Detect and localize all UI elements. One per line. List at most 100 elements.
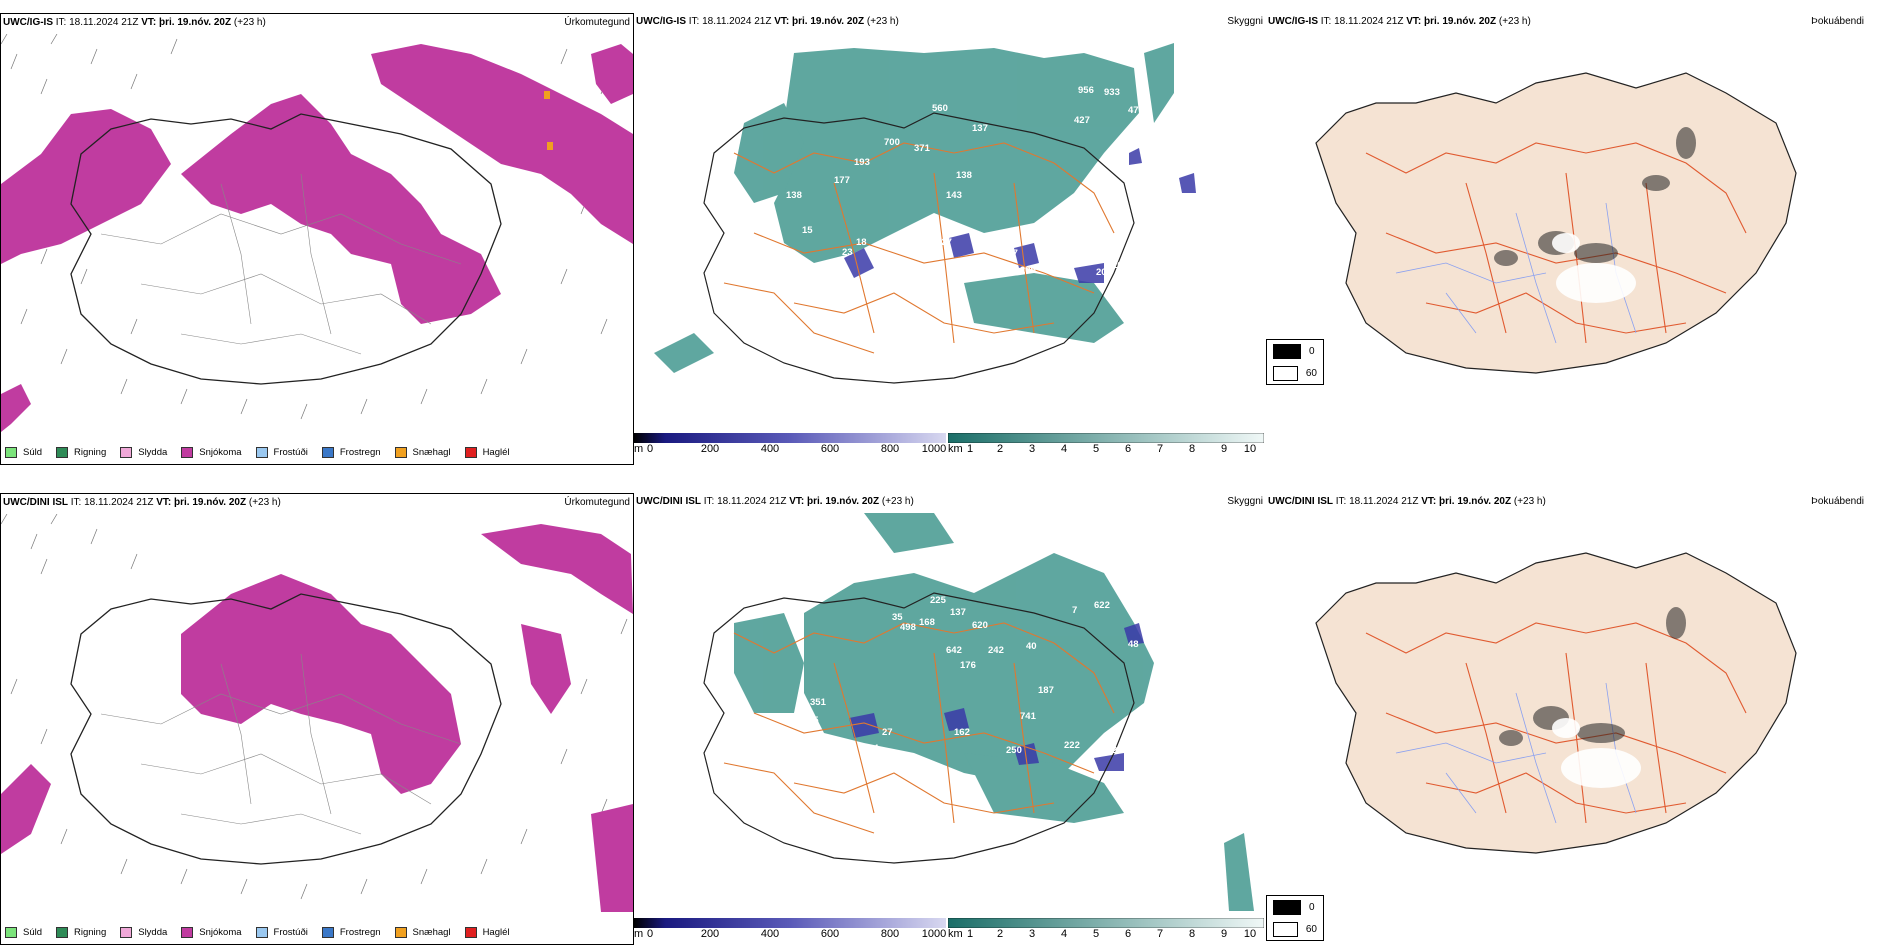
precip-type-panel-row1: UWC/IG-IS IT: 18.11.2024 21Z VT: þri. 19…: [0, 13, 634, 465]
visibility-label: 7: [1072, 605, 1077, 616]
legend-swatch-freezing-drizzle: [255, 447, 268, 458]
precip-legend: Súld Rigning Slydda Snjókoma Frostúði Fr…: [5, 447, 510, 458]
tick: 200: [700, 928, 720, 940]
visibility-label: 80: [1186, 557, 1197, 568]
tick: 10: [1243, 928, 1257, 940]
fog-key-swatch-black: [1273, 343, 1301, 359]
visibility-label: 162: [954, 727, 970, 738]
tick: 7: [1156, 443, 1164, 455]
legend-item: Frostregn: [321, 447, 381, 458]
visibility-label: 137: [972, 123, 988, 134]
legend-item: Súld: [5, 447, 42, 458]
fog-panel-row2: UWC/DINI ISL IT: 18.11.2024 21Z VT: þri.…: [1266, 493, 1900, 945]
visibility-label: 478: [1128, 105, 1144, 116]
cloud-base-unit: m: [634, 443, 644, 455]
legend-item: Snæhagl: [394, 447, 451, 458]
fog-key-row: 0: [1267, 340, 1323, 362]
visibility-label: 35: [892, 612, 903, 623]
visibility-label: 138: [956, 170, 972, 181]
tick: 400: [760, 928, 780, 940]
tick: 8: [1188, 928, 1196, 940]
legend-item: Snjókoma: [181, 447, 242, 458]
visibility-label: 137: [950, 607, 966, 618]
panel-type-label: Þokuábendi: [1811, 496, 1864, 507]
tick: 10: [1243, 443, 1257, 455]
legend-item: Snæhagl: [394, 927, 451, 938]
legend-swatch-snow-pellets: [394, 447, 407, 458]
fog-key-label: 0: [1309, 345, 1315, 357]
visibility-label: 318: [1180, 650, 1196, 661]
tick: 7: [1156, 928, 1164, 940]
visibility-label: 18: [856, 237, 867, 248]
visibility-panel-row2: UWC/DINI ISL IT: 18.11.2024 21Z VT: þri.…: [634, 493, 1266, 945]
visibility-label: 23: [842, 247, 853, 258]
tick: 1: [966, 443, 974, 455]
visibility-label: 193: [854, 157, 870, 168]
visibility-label: 208: [1112, 745, 1128, 756]
visibility-label: 225: [930, 595, 947, 606]
tick: 5: [1092, 443, 1100, 455]
cloud-base-colorbar: m 0 200 400 600 800 1000: [634, 433, 946, 463]
visibility-label: 13: [1062, 260, 1073, 271]
fog-key-swatch-black: [1273, 899, 1301, 915]
legend-swatch-hail: [464, 447, 477, 458]
tick: 1000: [921, 928, 947, 940]
tick: 6: [1124, 928, 1132, 940]
legend-item: Frostúði: [255, 927, 308, 938]
visibility-unit: km: [948, 443, 963, 455]
tick: 3: [1028, 928, 1036, 940]
legend-swatch-hail: [464, 927, 477, 938]
legend-swatch-freezing-drizzle: [255, 927, 268, 938]
legend-swatch-drizzle: [5, 447, 17, 458]
fog-key-label: 60: [1305, 367, 1317, 379]
fog-panel-row1: UWC/IG-IS IT: 18.11.2024 21Z VT: þri. 19…: [1266, 13, 1900, 465]
visibility-label: 560: [932, 103, 948, 114]
legend-item: Snjókoma: [181, 927, 242, 938]
visibility-label: 27: [882, 727, 893, 738]
tick: 200: [700, 443, 720, 455]
visibility-label: 242: [988, 645, 1004, 656]
tick: 1: [966, 928, 974, 940]
visibility-label: 207: [1096, 267, 1112, 278]
tick: 800: [880, 443, 900, 455]
legend-item: Haglél: [464, 447, 510, 458]
panel-header: UWC/DINI ISL IT: 18.11.2024 21Z VT: þri.…: [636, 496, 914, 507]
legend-item: Haglél: [464, 927, 510, 938]
visibility-colorbar: km 1 2 3 4 5 6 7 8 9 10: [948, 433, 1264, 463]
tick: 6: [1124, 443, 1132, 455]
visibility-label: 154: [1062, 203, 1079, 214]
tick: 5: [1092, 928, 1100, 940]
visibility-label: 933: [1104, 87, 1120, 98]
legend-item: Frostúði: [255, 447, 308, 458]
fog-key-label: 60: [1305, 923, 1317, 935]
tick: 800: [880, 928, 900, 940]
panel-type-label: Þokuábendi: [1811, 16, 1864, 27]
visibility-label: 176: [960, 660, 976, 671]
visibility-label: 127: [936, 237, 952, 248]
cloud-base-colorbar: m 0 200 400 600 800 1000: [634, 918, 946, 943]
legend-swatch-snow: [181, 447, 194, 458]
tick: 600: [820, 928, 840, 940]
visibility-label: 14: [868, 743, 879, 754]
visibility-label: 222: [1064, 740, 1080, 751]
panel-type-label: Úrkomutegund: [564, 17, 630, 28]
legend-item: Rigning: [56, 447, 106, 458]
tick: 0: [646, 443, 654, 455]
precip-map: [1, 34, 633, 432]
panel-type-label: Skyggni: [1227, 496, 1263, 507]
legend-swatch-rain: [56, 927, 69, 938]
legend-swatch-freezing-rain: [321, 447, 334, 458]
visibility-label: 452: [1162, 153, 1178, 164]
visibility-label: 370: [1180, 667, 1196, 678]
visibility-label: 371: [914, 143, 931, 154]
visibility-label: 48: [1128, 639, 1139, 650]
legend-item: Frostregn: [321, 927, 381, 938]
visibility-label: 741: [1020, 711, 1037, 722]
visibility-label: 21: [1134, 128, 1145, 139]
panel-header: UWC/IG-IS IT: 18.11.2024 21Z VT: þri. 19…: [1268, 16, 1531, 27]
legend-swatch-snow-pellets: [394, 927, 407, 938]
legend-swatch-drizzle: [5, 927, 17, 938]
legend-swatch-snow: [181, 927, 194, 938]
visibility-label: 16: [1172, 690, 1183, 701]
fog-key-swatch-white: [1273, 921, 1298, 937]
